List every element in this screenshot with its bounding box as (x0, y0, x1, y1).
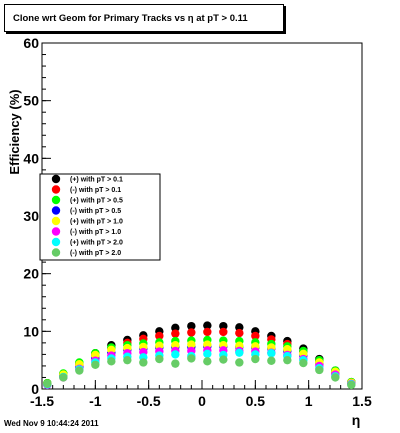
data-point (203, 349, 212, 359)
x-tick-label: 0 (198, 393, 206, 409)
legend-marker (51, 185, 61, 194)
series-1 (43, 321, 356, 388)
legend-marker (51, 195, 61, 205)
axis-ticks: -1.5 -1 -0.5 0 0.5 1 1.5 0 10 20 30 40 50 60 (23, 35, 372, 409)
data-point (171, 329, 180, 338)
series-2 (43, 327, 356, 389)
data-point (187, 354, 196, 363)
legend-label: (-) with pT > 0.5 (70, 208, 121, 215)
data-point (139, 358, 148, 367)
legend-label: (+) with pT > 1.0 (70, 219, 123, 226)
x-tick-label: 1 (305, 393, 313, 409)
legend-marker (51, 216, 61, 226)
data-point (235, 358, 244, 367)
data-point (171, 323, 180, 333)
data-point (251, 354, 260, 364)
series-3 (43, 335, 356, 388)
legend-label: (+) with pT > 0.5 (70, 198, 123, 205)
data-point (187, 321, 196, 331)
legend-label: (-) with pT > 0.1 (70, 187, 121, 194)
y-tick-label: 10 (23, 323, 39, 339)
x-tick-label: -0.5 (137, 393, 161, 409)
data-point (75, 366, 84, 375)
data-point (219, 327, 228, 337)
x-tick-label: 1.5 (352, 393, 372, 409)
data-point (203, 340, 212, 349)
data-point (187, 340, 196, 349)
data-point (107, 345, 116, 354)
data-point (283, 355, 292, 365)
data-point (235, 348, 244, 357)
legend-marker (51, 206, 61, 215)
data-point (171, 359, 180, 368)
data-point (235, 328, 244, 338)
y-tick-label: 30 (23, 208, 39, 224)
data-point (155, 331, 164, 341)
data-point (155, 341, 164, 350)
legend-marker (51, 174, 61, 184)
y-tick-label: 60 (23, 35, 39, 51)
series-layer (43, 321, 356, 390)
x-axis-title: η (352, 412, 361, 428)
y-tick-label: 0 (31, 381, 39, 397)
data-point (347, 380, 356, 390)
data-point (91, 360, 100, 369)
series-8 (43, 354, 356, 390)
y-axis-title: Efficiency (%) (7, 89, 22, 174)
data-point (299, 358, 308, 368)
legend-label: (-) with pT > 1.0 (70, 229, 121, 236)
data-point (203, 357, 212, 366)
data-point (203, 321, 212, 330)
x-tick-label: -1.5 (30, 393, 54, 409)
legend-label: (+) with pT > 0.1 (70, 177, 123, 184)
data-point (203, 327, 212, 337)
legend-marker (51, 237, 61, 247)
data-point (267, 349, 276, 358)
data-point (107, 357, 116, 366)
x-tick-label: 0.5 (246, 393, 266, 409)
y-tick-label: 50 (23, 93, 39, 109)
data-point (283, 345, 292, 354)
data-point (219, 321, 228, 331)
data-point (171, 340, 180, 350)
data-point (315, 365, 324, 375)
data-point (219, 355, 228, 364)
y-tick-label: 40 (23, 150, 39, 166)
timestamp: Wed Nov 9 10:44:24 2011 (4, 419, 99, 428)
y-tick-label: 20 (23, 266, 39, 282)
legend-marker (51, 227, 61, 236)
legend: (+) with pT > 0.1 (-) with pT > 0.1 (+) wi… (39, 173, 161, 261)
data-point (267, 356, 276, 365)
data-point (43, 379, 52, 389)
chart-title: Clone wrt Geom for Primary Tracks vs η a… (4, 4, 284, 32)
data-point (187, 328, 196, 337)
data-point (59, 373, 68, 382)
legend-label: (-) with pT > 2.0 (70, 250, 121, 257)
data-point (235, 323, 244, 332)
legend-marker (51, 248, 61, 257)
data-point (331, 373, 340, 382)
data-point (171, 350, 180, 359)
legend-label: (+) with pT > 2.0 (70, 240, 123, 247)
data-point (155, 354, 164, 364)
data-point (123, 355, 132, 365)
x-tick-label: -1 (89, 393, 102, 409)
data-point (251, 331, 260, 341)
data-point (91, 350, 100, 360)
